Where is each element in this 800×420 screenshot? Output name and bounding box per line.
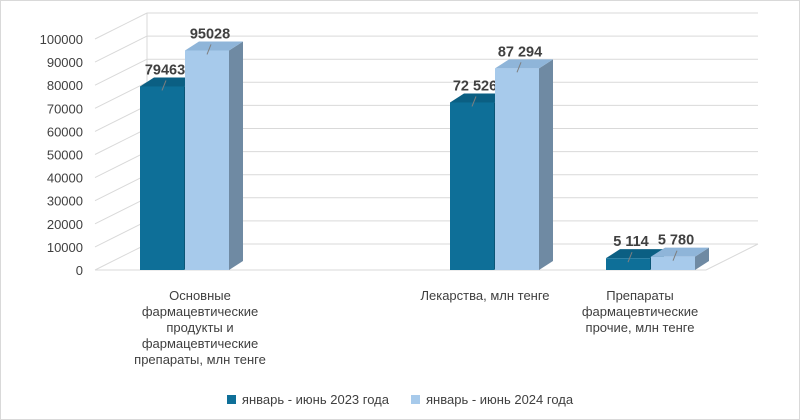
y-tick-label: 50000 <box>47 148 83 163</box>
data-label-leader <box>206 44 212 55</box>
bar-top <box>606 249 664 259</box>
category-label-line: препараты, млн тенге <box>134 352 266 367</box>
legend-swatch-2024 <box>411 395 420 404</box>
data-label-leader <box>161 80 167 91</box>
category-label-line: фармацевтические <box>142 336 258 351</box>
category-label: Лекарства, млн тенге <box>420 288 549 303</box>
gridline-side <box>94 58 148 86</box>
data-label: 87 294 <box>498 44 542 60</box>
gridline-side <box>94 174 148 202</box>
data-label-leader <box>627 252 633 263</box>
gridline-side <box>94 243 148 271</box>
legend-label-2024: январь - июнь 2024 года <box>426 392 574 407</box>
legend-swatch-2023 <box>226 395 236 404</box>
bar-side <box>695 247 709 270</box>
gridline-side <box>94 197 148 225</box>
bar <box>450 102 494 271</box>
legend-item-2024: январь - июнь 2024 года <box>411 392 573 407</box>
category-label-line: Основные <box>169 288 231 303</box>
data-label: 95028 <box>190 26 230 42</box>
bar-chart-3d: 0 10000 20000 30000 40000 50000 60000 70000 8000… <box>40 12 759 367</box>
data-label-leader <box>471 96 477 107</box>
y-tick-label: 90000 <box>47 55 83 70</box>
data-label-leader <box>672 250 678 261</box>
legend-label-2023: январь - июнь 2023 года <box>241 392 389 407</box>
floor-right-edge <box>705 243 759 271</box>
gridline-side <box>94 104 148 132</box>
gridline-side <box>94 220 148 248</box>
gridline-side <box>94 12 148 40</box>
category-label-line: фармацевтические <box>582 304 698 319</box>
y-tick-label: 30000 <box>47 194 83 209</box>
y-tick-label: 60000 <box>47 124 83 139</box>
bar <box>606 258 650 270</box>
y-tick-label: 10000 <box>47 240 83 255</box>
y-tick-label: 20000 <box>47 217 83 232</box>
category-label-line: фармацевтические <box>142 304 258 319</box>
category-label: Основные фармацевтические продукты и фармац… <box>134 288 266 367</box>
bar-top <box>495 59 553 69</box>
bar-top <box>140 77 198 87</box>
category-label-line: продукты и <box>166 320 233 335</box>
y-tick-label: 70000 <box>47 101 83 116</box>
bar-top <box>450 93 508 103</box>
gridline-side <box>94 128 148 155</box>
gridline-side <box>94 81 148 109</box>
category-label-line: Препараты <box>606 288 674 303</box>
gridline-side <box>94 151 148 179</box>
bar-side <box>229 41 243 270</box>
data-label: 72 526 <box>453 78 497 94</box>
bar <box>140 86 184 271</box>
y-tick-label: 0 <box>76 263 83 278</box>
bar <box>185 50 229 270</box>
data-label: 5 114 <box>613 234 649 250</box>
y-tick-label: 80000 <box>47 78 83 93</box>
y-tick-label: 40000 <box>47 171 83 186</box>
data-label: 5 780 <box>658 233 694 249</box>
bar <box>495 68 539 270</box>
category-label: Препараты фармацевтические прочие, млн тен… <box>582 288 698 335</box>
data-label-leader <box>516 62 522 73</box>
y-tick-label: 100000 <box>40 32 83 47</box>
bar <box>651 256 695 270</box>
bar-top <box>185 41 243 51</box>
category-label-line: Лекарства, млн тенге <box>420 288 549 303</box>
data-label: 79463 <box>145 62 185 78</box>
bar-top <box>651 247 709 257</box>
category-label-line: прочие, млн тенге <box>586 320 695 335</box>
gridline-side <box>94 35 148 63</box>
legend-item-2023: январь - июнь 2023 года <box>226 392 389 407</box>
legend: январь - июнь 2023 года январь - июнь 20… <box>0 392 800 407</box>
bar-side <box>539 59 553 270</box>
